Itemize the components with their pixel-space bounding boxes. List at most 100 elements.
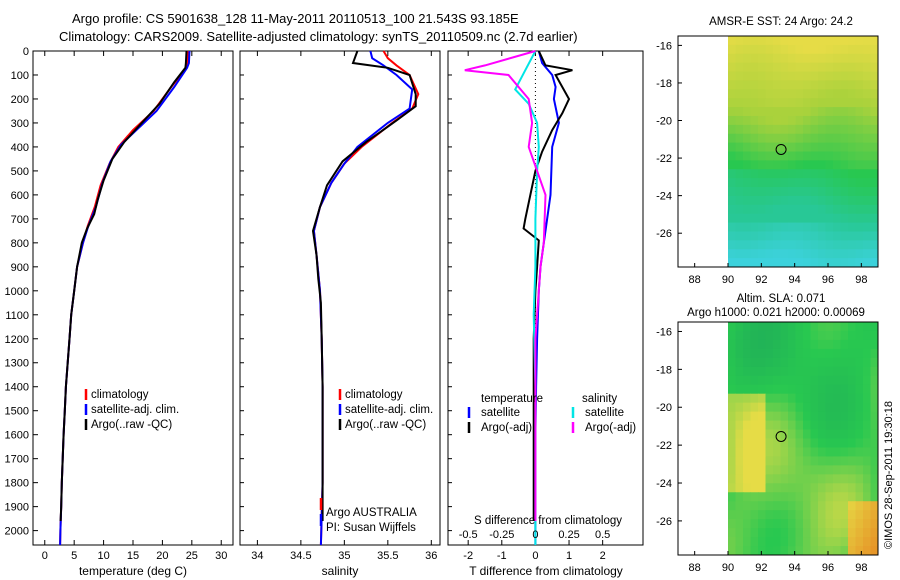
heat-cell — [795, 492, 804, 502]
y-tick-label: -18 — [656, 78, 672, 90]
heat-cell — [765, 160, 774, 170]
heat-cell — [833, 71, 841, 81]
y-tick-label: 500 — [11, 166, 29, 178]
y-tick-label: 1800 — [5, 478, 29, 490]
heat-cell — [848, 151, 856, 161]
heat-cell — [795, 429, 804, 439]
heat-cell — [840, 160, 849, 170]
diff-series-argo — [522, 50, 573, 521]
heat-cell — [870, 187, 879, 197]
heat-cell — [735, 142, 744, 152]
heat-cell — [870, 393, 879, 404]
heat-cell — [810, 330, 819, 341]
heat-cell — [863, 339, 871, 350]
heat-cell — [780, 178, 789, 188]
heat-cell — [833, 98, 841, 108]
heat-cell — [795, 375, 804, 386]
heat-cell — [825, 429, 834, 439]
heat-cell — [788, 89, 796, 99]
heat-cell — [780, 465, 789, 475]
heat-cell — [863, 429, 871, 439]
heat-cell — [728, 510, 736, 520]
heat-cell — [750, 71, 759, 81]
y-tick-label: 300 — [11, 118, 29, 130]
heat-cell — [803, 330, 811, 341]
heat-cell — [825, 402, 834, 413]
heat-cell — [810, 447, 819, 457]
heat-cell — [773, 213, 781, 224]
heat-cell — [728, 142, 736, 152]
heat-cell — [795, 510, 804, 520]
heat-cell — [833, 366, 841, 377]
heat-cell — [848, 115, 856, 126]
annotation-argo: Argo AUSTRALIA — [326, 507, 417, 519]
heat-cell — [728, 411, 736, 422]
heat-cell — [743, 178, 751, 188]
heat-cell — [780, 375, 789, 386]
heat-cell — [855, 501, 864, 511]
heat-cell — [848, 546, 856, 556]
heat-cell — [840, 492, 849, 502]
heat-cell — [728, 98, 736, 108]
heat-cell — [833, 213, 841, 224]
heat-cell — [788, 204, 796, 215]
heat-cell — [750, 142, 759, 152]
heat-cell — [848, 195, 856, 206]
heat-cell — [825, 447, 834, 457]
heat-cell — [765, 357, 774, 368]
heat-cell — [810, 438, 819, 448]
sla-map-border — [677, 321, 879, 556]
y-tick-label: -24 — [656, 191, 672, 203]
heat-cell — [765, 438, 774, 448]
heat-cell — [803, 71, 811, 81]
heat-cell — [743, 142, 751, 152]
heat-cell — [810, 142, 819, 152]
heat-cell — [773, 187, 781, 197]
heat-cell — [750, 62, 759, 73]
heat-cell — [795, 44, 804, 55]
heat-cell — [728, 160, 736, 170]
heat-cell — [750, 393, 759, 404]
heat-cell — [765, 169, 774, 179]
heat-cell — [840, 240, 849, 250]
y-tick-label: -24 — [656, 478, 672, 490]
heat-cell — [795, 393, 804, 404]
sal-series-argo — [311, 50, 417, 521]
sla-map-title-line2: Argo h1000: 0.021 h2000: 0.00069 — [687, 307, 865, 319]
x-tick-label: 1 — [566, 550, 572, 562]
heat-cell — [795, 258, 804, 268]
heat-cell — [765, 474, 774, 484]
heat-cell — [870, 151, 879, 161]
heat-cell — [735, 393, 744, 404]
heat-cell — [818, 89, 826, 99]
heat-cell — [825, 80, 834, 90]
heat-cell — [825, 89, 834, 99]
heat-cell — [780, 160, 789, 170]
heat-cell — [758, 204, 766, 215]
heat-cell — [803, 546, 811, 556]
heat-cell — [870, 124, 879, 135]
heat-cell — [855, 222, 864, 232]
heat-cell — [773, 546, 781, 556]
heat-cell — [870, 429, 879, 439]
heat-cell — [840, 501, 849, 511]
heat-cell — [870, 249, 879, 259]
heat-cell — [848, 330, 856, 341]
heat-cell — [840, 89, 849, 99]
heat-cell — [780, 402, 789, 413]
heat-cell — [758, 133, 766, 144]
heat-cell — [818, 213, 826, 224]
heat-cell — [765, 537, 774, 547]
heat-cell — [833, 330, 841, 341]
heat-cell — [870, 519, 879, 529]
heat-cell — [803, 195, 811, 206]
heat-cell — [833, 528, 841, 538]
heat-cell — [743, 322, 751, 332]
heat-cell — [773, 528, 781, 538]
heat-cell — [728, 366, 736, 377]
heat-cell — [870, 483, 879, 493]
heat-cell — [758, 474, 766, 484]
heat-cell — [803, 411, 811, 422]
x-tick-label: 30 — [215, 550, 227, 562]
heat-cell — [758, 80, 766, 90]
